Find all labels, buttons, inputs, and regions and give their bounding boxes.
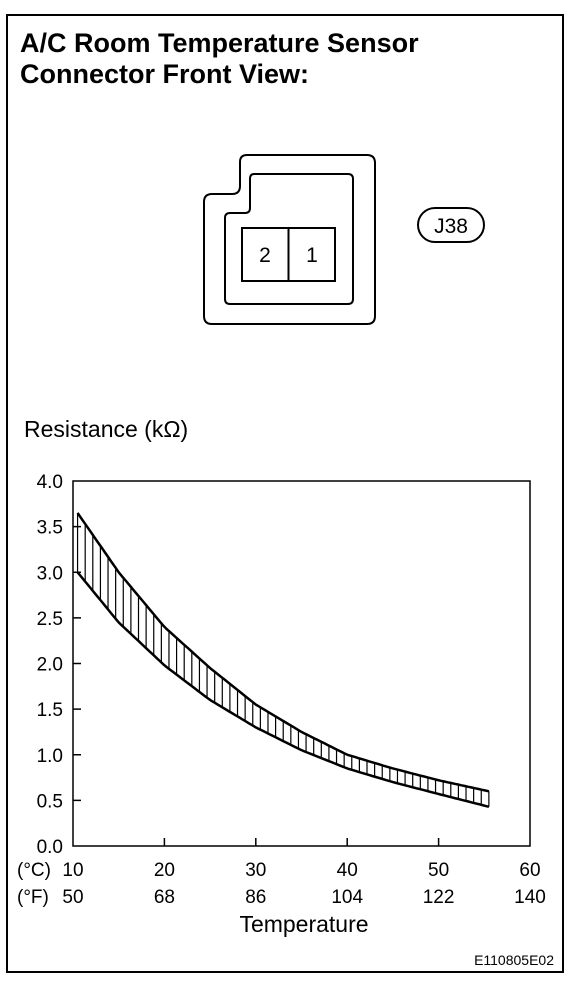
x-tick-label-fahrenheit: 122	[423, 887, 455, 908]
x-tick-label-celsius: 10	[62, 860, 83, 881]
connector-diagram: 2 1 J38	[203, 154, 485, 325]
y-tick-label: 0.5	[37, 791, 63, 812]
upper-limit-curve	[76, 512, 490, 793]
figure-title: A/C Room Temperature Sensor Connector Fr…	[20, 28, 419, 90]
y-tick-label: 1.0	[37, 746, 63, 767]
x-tick-label-celsius: 20	[154, 860, 175, 881]
lower-limit-curve	[76, 571, 490, 809]
connector-id-label: J38	[434, 215, 468, 238]
x-tick-label-fahrenheit: 86	[245, 887, 266, 908]
figure-frame	[6, 14, 564, 973]
y-axis-ticks: 0.0 0.5 1.0 1.5 2.0 2.5 3.0 3.5 4.0	[37, 472, 81, 858]
resistance-band	[76, 512, 490, 809]
connector-inner-shell	[224, 173, 354, 305]
figure-code: E110805E02	[474, 952, 554, 968]
x-tick-label-celsius: 50	[428, 860, 449, 881]
x-tick-label-fahrenheit: 68	[154, 887, 175, 908]
x-axis-title: Temperature	[239, 911, 368, 937]
x-unit-fahrenheit: (°F)	[17, 887, 49, 908]
x-tick-label-fahrenheit: 140	[514, 887, 546, 908]
x-tick-label-fahrenheit: 104	[331, 887, 363, 908]
x-tick-label-celsius: 40	[337, 860, 358, 881]
title-line-1: A/C Room Temperature Sensor	[20, 28, 419, 58]
y-axis-title: Resistance (kΩ)	[24, 416, 188, 442]
x-tick-label-fahrenheit: 50	[62, 887, 83, 908]
pin-1-label: 1	[306, 244, 318, 267]
title-line-2: Connector Front View:	[20, 59, 310, 89]
connector-outer-shell	[203, 154, 376, 325]
y-tick-label: 3.5	[37, 518, 63, 539]
pin-2-label: 2	[259, 244, 271, 267]
y-tick-label: 3.0	[37, 563, 63, 584]
x-tick-label-celsius: 60	[519, 860, 540, 881]
y-tick-label: 1.5	[37, 700, 63, 721]
y-tick-label: 2.5	[37, 609, 63, 630]
connector-id-badge	[417, 207, 485, 243]
x-unit-celsius: (°C)	[17, 860, 51, 881]
x-tick-label-celsius: 30	[245, 860, 266, 881]
x-axis-ticks: 10 50 20 68 30 86 40 104 50 122 60 140	[62, 838, 546, 908]
resistance-chart: Resistance (kΩ) 0.0 0.5 1.0 1.5 2.0 2.5 3.0 3.5…	[17, 416, 546, 937]
y-tick-label: 0.0	[37, 837, 63, 858]
y-tick-label: 2.0	[37, 655, 63, 676]
plot-area	[72, 480, 531, 847]
y-tick-label: 4.0	[37, 472, 63, 493]
